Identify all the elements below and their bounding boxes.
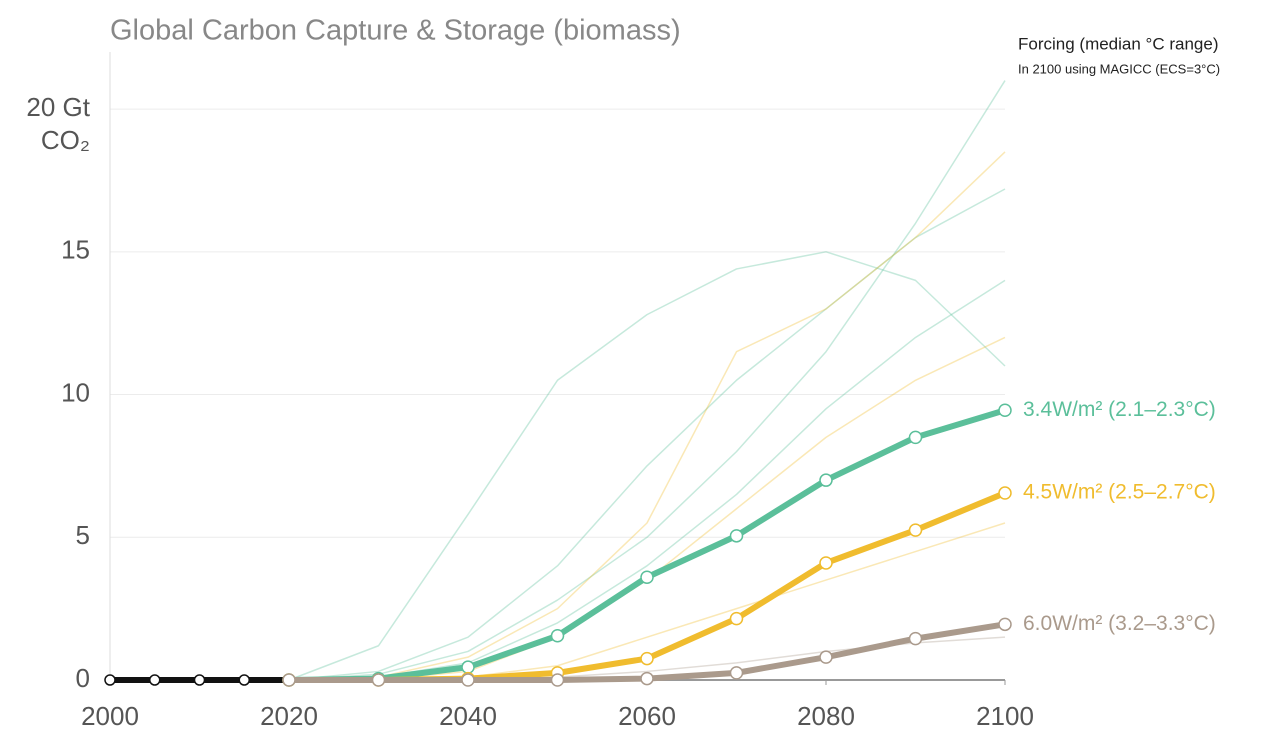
scenario-line [288, 188, 1006, 681]
data-point [998, 486, 1012, 500]
legend-subtitle: In 2100 using MAGICC (ECS=3°C) [1018, 61, 1220, 76]
data-point [461, 673, 475, 687]
legend-title: Forcing (median °C range) [1018, 34, 1219, 53]
data-point [908, 523, 923, 537]
data-point [238, 674, 250, 686]
y-tick-label: 5 [76, 520, 90, 550]
scenario-line [288, 80, 1006, 681]
x-tick-label: 2060 [618, 701, 676, 731]
data-point [149, 674, 161, 686]
x-tick-label: 2040 [439, 701, 497, 731]
series-label: 3.4W/m² (2.1–2.3°C) [1023, 398, 1216, 421]
x-tick-label: 2080 [797, 701, 855, 731]
series-label: 6.0W/m² (3.2–3.3°C) [1023, 612, 1216, 635]
data-point [640, 570, 654, 584]
y-axis-label: CO₂ [41, 125, 90, 155]
y-tick-label: 10 [61, 377, 90, 407]
data-point [729, 529, 744, 543]
data-point [819, 650, 833, 664]
data-point [819, 473, 833, 487]
data-point [640, 671, 654, 686]
data-point [550, 673, 565, 687]
scenario-line [288, 151, 1006, 681]
x-tick-label: 2020 [260, 701, 318, 731]
y-tick-label: 15 [61, 235, 90, 265]
scenario-line [289, 336, 1006, 681]
series-label: 4.5W/m² (2.5–2.7°C) [1023, 481, 1216, 504]
data-point [908, 430, 923, 445]
data-point [998, 403, 1012, 417]
data-point [640, 651, 654, 666]
data-point [729, 666, 744, 680]
data-point [104, 674, 116, 686]
y-tick-label: 0 [76, 663, 90, 693]
data-point [282, 673, 296, 687]
data-point [729, 611, 744, 626]
data-point [998, 617, 1012, 632]
y-tick-label: 20 Gt [26, 92, 90, 122]
chart-title: Global Carbon Capture & Storage (biomass… [110, 15, 681, 47]
x-tick-label: 2100 [976, 701, 1034, 731]
data-point [461, 660, 475, 674]
data-point [193, 674, 206, 686]
data-point [371, 673, 386, 687]
scenario-line [288, 251, 1006, 681]
data-point [550, 629, 565, 643]
data-point [908, 631, 923, 646]
data-point [819, 556, 833, 570]
x-tick-label: 2000 [81, 701, 139, 731]
